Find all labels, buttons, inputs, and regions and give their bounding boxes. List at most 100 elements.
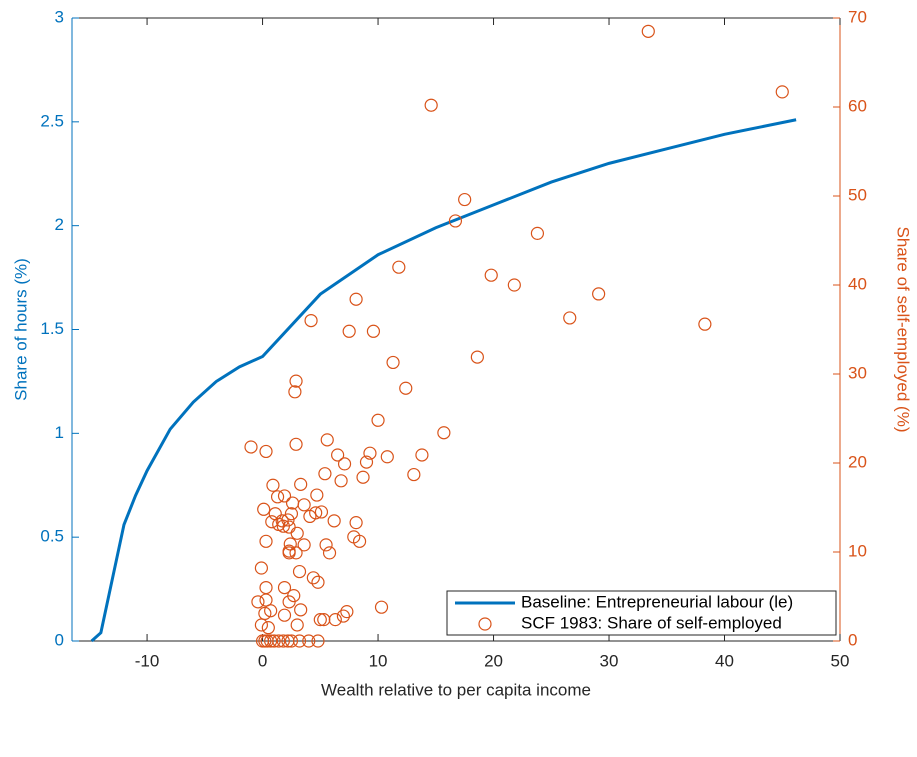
scatter-point: [507, 278, 521, 292]
scatter-point: [374, 600, 389, 614]
scatter-point: [484, 268, 498, 282]
scatter-point: [289, 546, 303, 560]
scatter-point: [563, 311, 577, 325]
scatter-point: [592, 287, 606, 301]
scatter-point: [331, 448, 345, 462]
scatter-point: [251, 595, 265, 609]
y2-tick-label: 50: [848, 185, 867, 204]
scatter-point: [288, 385, 302, 399]
scatter-point: [254, 561, 269, 575]
scatter-point: [259, 534, 273, 548]
scatter-point: [415, 448, 429, 462]
scatter-point: [297, 498, 311, 512]
scatter-point: [318, 467, 332, 481]
scatter-point: [349, 292, 363, 306]
scatter-point: [254, 618, 269, 632]
scatter-point: [266, 478, 280, 492]
scatter-point: [366, 324, 381, 338]
y-tick-label: 0.5: [40, 527, 64, 546]
scatter-point: [359, 455, 374, 469]
scatter-point: [267, 634, 281, 648]
scatter-point: [306, 571, 320, 585]
scatter-point: [281, 513, 295, 527]
legend-marker: [478, 617, 492, 631]
scatter-point: [304, 314, 318, 328]
scatter-point: [352, 534, 367, 548]
scatter-point: [302, 634, 316, 648]
scatter-point: [337, 457, 352, 471]
scatter-point: [314, 505, 329, 519]
scatter-point: [277, 608, 292, 622]
scatter-point: [289, 374, 303, 388]
scatter-point: [261, 621, 275, 635]
x-tick-label: 20: [484, 651, 503, 670]
legend-label: Baseline: Entrepreneurial labour (le): [521, 592, 793, 611]
x-tick-label: -10: [135, 651, 160, 670]
x-tick-label: 50: [831, 651, 850, 670]
scatter-point: [297, 538, 311, 552]
scatter-point: [327, 514, 341, 528]
scatter-point: [328, 613, 342, 627]
y2-tick-label: 20: [848, 452, 867, 471]
y2-tick-label: 10: [848, 541, 867, 560]
scatter-point: [363, 446, 377, 460]
scatter-point: [334, 474, 348, 488]
legend-box: [446, 590, 837, 636]
x-axis-label: Wealth relative to per capita income: [321, 680, 591, 699]
scatter-point: [259, 580, 273, 595]
y-tick-label: 1: [55, 423, 64, 442]
y2-axis-label: Share of self-employed (%): [894, 227, 913, 433]
scatter-point: [265, 515, 279, 529]
line: [90, 118, 797, 643]
scatter-point: [407, 467, 421, 482]
scatter-point: [309, 506, 323, 520]
scatter-point: [340, 605, 354, 619]
y2-tick-label: 60: [848, 96, 867, 115]
scatter-point: [277, 489, 292, 503]
scatter-point: [322, 546, 337, 560]
scatter-point: [448, 214, 463, 228]
scatter-point: [775, 85, 789, 99]
scatter-point: [277, 580, 292, 595]
scatter-point: [356, 470, 370, 484]
scatter-point: [342, 324, 356, 338]
scatter-point: [392, 260, 406, 274]
x-tick-label: 0: [258, 651, 267, 670]
scatter-point: [386, 355, 400, 370]
scatter-point: [310, 488, 324, 502]
scatter-point: [289, 437, 303, 451]
y-tick-label: 2: [55, 215, 64, 234]
x-tick-label: 40: [715, 651, 734, 670]
y2-tick-label: 0: [848, 630, 857, 649]
scatter-point: [294, 603, 308, 617]
scatter-point: [530, 226, 545, 240]
scatter-point: [311, 634, 325, 648]
scatter-point: [244, 440, 258, 454]
scatter-point: [284, 507, 299, 521]
scatter-point: [270, 490, 285, 504]
y-tick-label: 2.5: [40, 111, 64, 130]
scatter-point: [294, 477, 308, 491]
scatter-point: [313, 613, 327, 627]
scatter-point: [458, 192, 472, 207]
y-tick-label: 1.5: [40, 319, 64, 338]
scatter-point: [349, 516, 363, 530]
y-tick-label: 0: [55, 630, 64, 649]
y2-tick-label: 70: [848, 7, 867, 26]
scatter-point: [437, 426, 451, 440]
scatter-point: [272, 634, 286, 648]
y-tick-label: 3: [55, 7, 64, 26]
scatter-point: [259, 444, 273, 459]
scatter-point: [284, 634, 299, 648]
y-axis-label: Share of hours (%): [11, 258, 30, 401]
scatter-point: [285, 496, 300, 510]
scatter-point: [641, 24, 655, 38]
scatter-point: [282, 544, 296, 558]
scatter-point: [371, 413, 385, 427]
scatter-point: [258, 606, 272, 621]
scatter-point: [290, 526, 304, 540]
scatter-point: [698, 317, 712, 331]
scatter-point: [311, 575, 325, 589]
scatter-point: [320, 433, 334, 447]
legend-label: SCF 1983: Share of self-employed: [521, 613, 782, 632]
